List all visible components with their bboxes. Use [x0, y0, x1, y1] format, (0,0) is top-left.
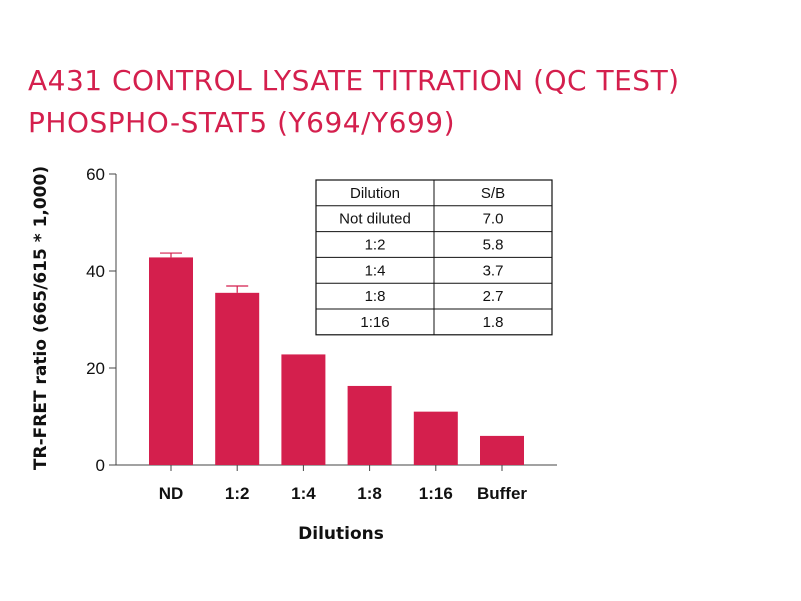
- inset-table-cell: 1:2: [365, 237, 386, 254]
- inset-table-cell: 5.8: [483, 237, 504, 254]
- inset-table-cell: 3.7: [483, 262, 504, 279]
- inset-table-header: Dilution: [350, 185, 400, 202]
- y-tick-label: 20: [86, 359, 105, 378]
- inset-table: Dilution S/B Not diluted 7.0 1:2 5.8 1:4 3.7 1:8…: [315, 179, 553, 336]
- chart-title-line-1: A431 CONTROL LYSATE TITRATION (QC TEST): [28, 64, 680, 97]
- inset-table-cell: 2.7: [483, 288, 504, 305]
- inset-table-cell: Not diluted: [339, 211, 411, 228]
- bar: [480, 435, 524, 465]
- inset-table-cell: 1:8: [365, 288, 386, 305]
- x-tick-label: 1:8: [357, 484, 382, 503]
- chart-bars: [149, 252, 524, 465]
- bar: [215, 292, 260, 465]
- inset-table-cell: 1.8: [483, 314, 504, 331]
- x-tick-label: Buffer: [477, 484, 527, 503]
- bar: [149, 257, 193, 465]
- y-axis-title: TR-FRET ratio (665/615 * 1,000): [31, 166, 51, 470]
- bar: [281, 354, 326, 465]
- bar: [413, 411, 458, 465]
- inset-table-cell: 1:16: [360, 314, 389, 331]
- chart-title-line-2: PHOSPHO-STAT5 (Y694/Y699): [28, 106, 455, 139]
- inset-table-cell: 7.0: [483, 211, 504, 228]
- x-tick-labels: ND 1:2 1:4 1:8 1:16 Buffer: [159, 484, 528, 503]
- x-tick-label: 1:16: [419, 484, 453, 503]
- x-tick-label: 1:2: [225, 484, 250, 503]
- y-tick-labels: 0 20 40 60: [86, 165, 105, 475]
- x-axis-title: Dilutions: [298, 524, 384, 544]
- y-tick-label: 0: [96, 456, 105, 475]
- bar: [347, 385, 392, 465]
- inset-table-cell: 1:4: [365, 262, 386, 279]
- inset-table-header: S/B: [481, 185, 505, 202]
- y-tick-label: 40: [86, 262, 105, 281]
- y-tick-label: 60: [86, 165, 105, 184]
- x-tick-label: 1:4: [291, 484, 316, 503]
- x-tick-label: ND: [159, 484, 184, 503]
